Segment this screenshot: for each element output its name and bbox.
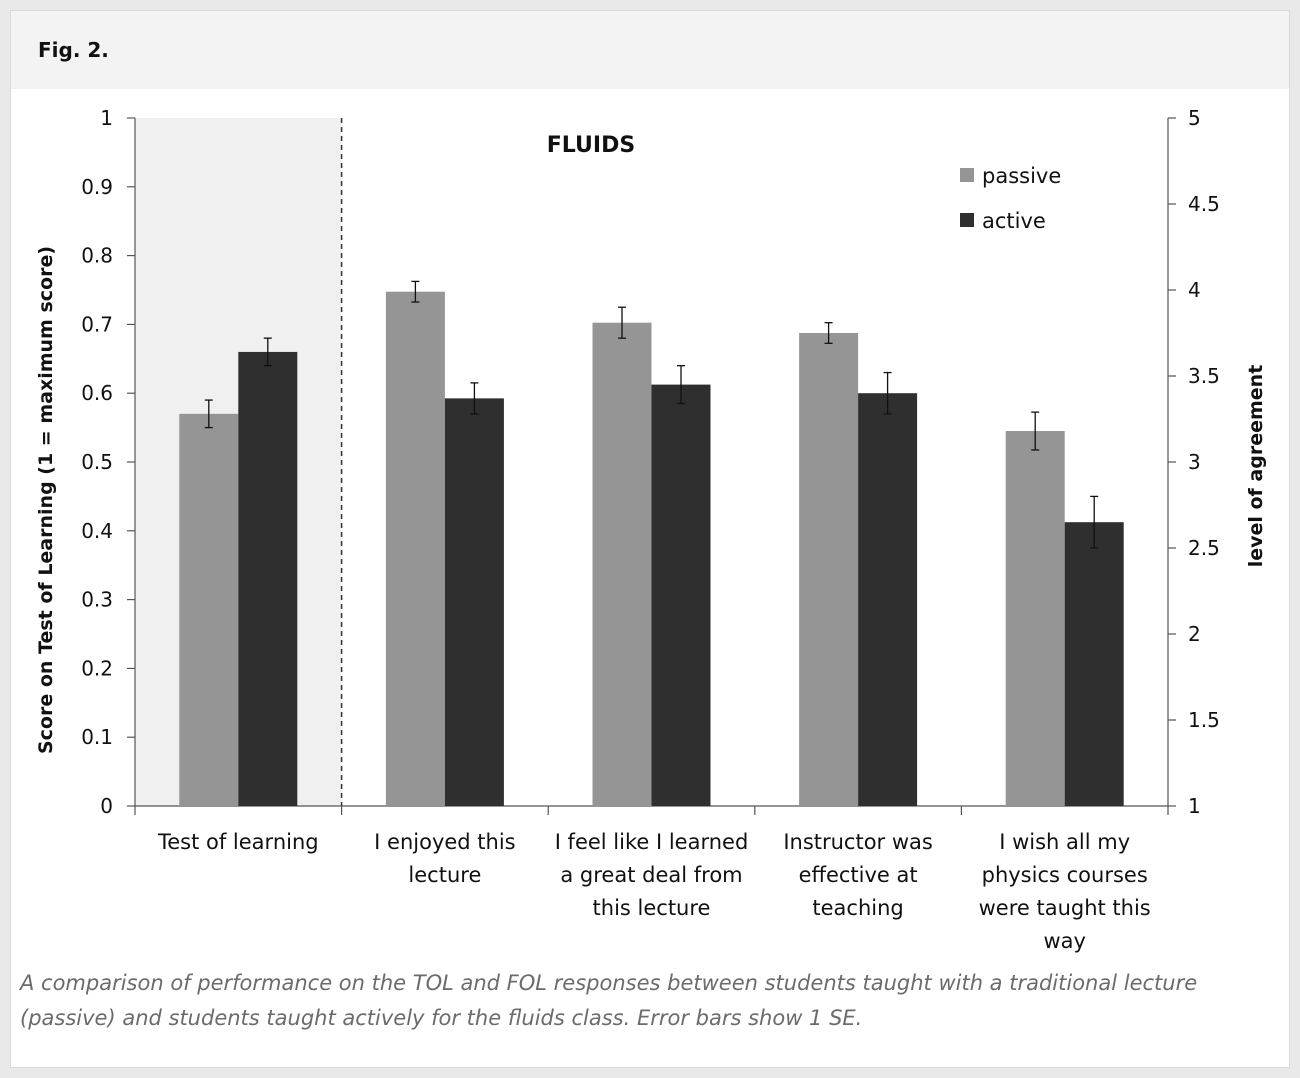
right-tick-label: 1 [1188, 794, 1201, 818]
y-left-axis-label: Score on Test of Learning (1 = maximum s… [35, 246, 57, 754]
left-tick-label: 0.3 [81, 588, 113, 612]
right-tick-label: 2 [1188, 622, 1201, 646]
bar-active [238, 351, 298, 806]
bar-active [858, 393, 918, 806]
figure-header: Fig. 2. [11, 11, 1289, 89]
left-tick-label: 1 [100, 106, 113, 130]
right-tick-label: 4 [1188, 278, 1201, 302]
bar-active [1064, 522, 1124, 806]
bar-active [444, 398, 504, 806]
left-tick-label: 0.5 [81, 450, 113, 474]
category-label: this lecture [593, 896, 711, 920]
category-label: Instructor was [783, 830, 933, 854]
left-tick-label: 0.9 [81, 175, 113, 199]
bar-active [651, 384, 711, 806]
category-label: Test of learning [157, 830, 319, 854]
figure-caption: A comparison of performance on the TOL a… [20, 971, 1198, 1030]
legend-label-active: active [982, 209, 1046, 233]
category-label: I enjoyed this [374, 830, 515, 854]
y-right-axis-label: level of agreement [1245, 365, 1267, 568]
category-label: I wish all my [999, 830, 1130, 854]
left-tick-label: 0.6 [81, 381, 113, 405]
category-label: were taught this [979, 896, 1151, 920]
right-tick-label: 4.5 [1188, 192, 1220, 216]
bar-passive [592, 322, 652, 806]
right-tick-label: 5 [1188, 106, 1201, 130]
bar-passive [179, 413, 239, 806]
category-label: lecture [408, 863, 481, 887]
chart-title: FLUIDS [547, 133, 635, 158]
left-tick-label: 0.8 [81, 244, 113, 268]
category-label: way [1043, 929, 1085, 953]
left-tick-label: 0.7 [81, 312, 113, 336]
category-label: effective at [799, 863, 918, 887]
right-tick-label: 3.5 [1188, 364, 1220, 388]
left-tick-label: 0.2 [81, 656, 113, 680]
legend-swatch-active [960, 213, 974, 227]
category-label: physics courses [982, 863, 1148, 887]
right-tick-label: 1.5 [1188, 708, 1220, 732]
right-tick-label: 3 [1188, 450, 1201, 474]
left-tick-label: 0.4 [81, 519, 113, 543]
category-label: a great deal from [560, 863, 742, 887]
category-label: teaching [812, 896, 903, 920]
legend-swatch-passive [960, 168, 974, 182]
left-tick-label: 0.1 [81, 725, 113, 749]
figure-label: Fig. 2. [38, 38, 109, 62]
right-tick-label: 2.5 [1188, 536, 1220, 560]
bar-passive [385, 291, 445, 807]
bar-passive [1005, 431, 1065, 806]
bar-passive [799, 333, 859, 806]
category-label: I feel like I learned [555, 830, 749, 854]
legend-label-passive: passive [982, 164, 1061, 188]
left-tick-label: 0 [100, 794, 113, 818]
